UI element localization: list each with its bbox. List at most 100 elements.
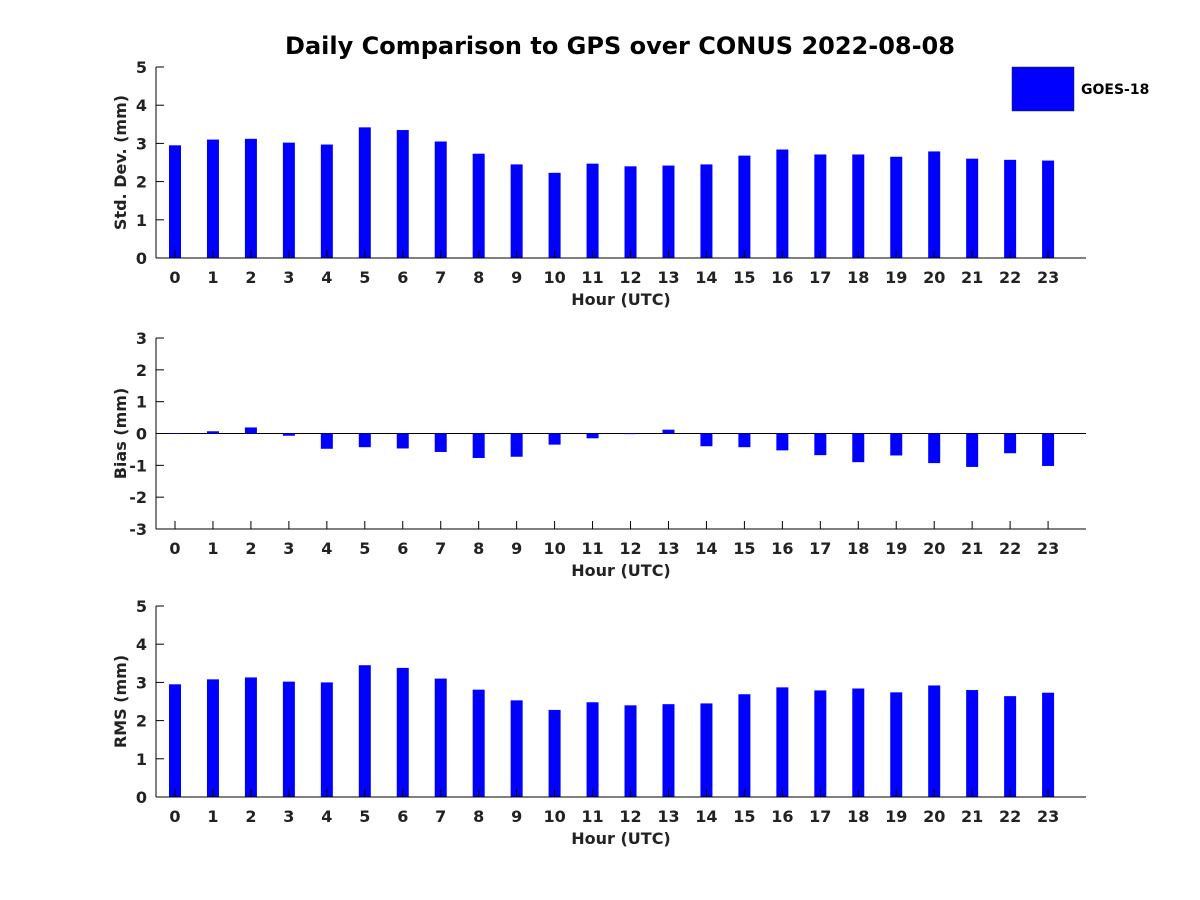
x-tick-label: 23	[1037, 539, 1059, 558]
x-tick-label: 12	[619, 268, 641, 287]
bar-hour-1	[206, 679, 219, 797]
x-tick-label: 21	[961, 807, 983, 826]
x-tick-label: 18	[847, 807, 869, 826]
bar-hour-10	[548, 709, 561, 797]
bar-hour-19	[890, 433, 903, 456]
bar-hour-3	[282, 681, 295, 797]
bar-hour-20	[928, 685, 941, 797]
x-tick-label: 20	[923, 268, 945, 287]
bar-hour-11	[586, 163, 599, 258]
x-tick-label: 17	[809, 268, 831, 287]
x-tick-label: 6	[397, 268, 408, 287]
bar-hour-20	[928, 151, 941, 258]
bar-hour-5	[358, 665, 371, 797]
x-tick-label: 23	[1037, 268, 1059, 287]
x-tick-label: 19	[885, 539, 907, 558]
y-tick-label: 0	[136, 788, 147, 807]
y-tick-label: -2	[129, 488, 147, 507]
y-tick-label: 1	[136, 211, 147, 230]
bar-hour-4	[320, 682, 333, 797]
y-tick-label: 3	[136, 673, 147, 692]
bar-hour-1	[206, 431, 219, 434]
bar-hour-11	[586, 702, 599, 797]
y-tick-label: -3	[129, 520, 147, 539]
bar-hour-7	[434, 433, 447, 452]
bar-hour-13	[662, 429, 675, 434]
x-tick-label: 10	[543, 268, 565, 287]
x-tick-label: 16	[771, 539, 793, 558]
bar-hour-2	[244, 138, 257, 258]
x-tick-label: 14	[695, 807, 717, 826]
x-tick-label: 19	[885, 268, 907, 287]
bar-hour-8	[472, 153, 485, 258]
x-tick-label: 14	[695, 539, 717, 558]
bar-hour-0	[169, 684, 181, 797]
bar-hour-15	[738, 694, 751, 797]
x-axis-label: Hour (UTC)	[571, 561, 671, 580]
x-tick-label: 8	[473, 268, 484, 287]
bar-hour-7	[434, 678, 447, 797]
bar-hour-2	[244, 427, 257, 434]
x-tick-label: 1	[207, 539, 218, 558]
bar-hour-15	[738, 433, 751, 448]
y-tick-label: 3	[136, 134, 147, 153]
bar-hour-17	[814, 154, 827, 258]
chart-title: Daily Comparison to GPS over CONUS 2022-…	[285, 32, 955, 60]
bar-hour-10	[548, 433, 561, 445]
bar-hour-14	[700, 164, 713, 258]
x-tick-label: 4	[321, 539, 332, 558]
bar-hour-12	[624, 433, 637, 435]
bar-hour-6	[396, 667, 409, 797]
x-tick-label: 11	[581, 268, 603, 287]
y-axis-label: RMS (mm)	[111, 655, 130, 748]
bar-hour-22	[1004, 433, 1017, 454]
x-tick-label: 12	[619, 807, 641, 826]
y-tick-label: 2	[136, 361, 147, 380]
y-tick-label: 4	[136, 96, 147, 115]
y-tick-label: 2	[136, 712, 147, 731]
x-tick-label: 0	[169, 539, 180, 558]
x-tick-label: 15	[733, 807, 755, 826]
bar-hour-0	[169, 433, 181, 434]
x-tick-label: 21	[961, 268, 983, 287]
x-tick-label: 2	[245, 268, 256, 287]
bar-hour-12	[624, 166, 637, 258]
y-tick-label: 1	[136, 750, 147, 769]
bar-hour-4	[320, 433, 333, 449]
y-axis-label: Bias (mm)	[111, 388, 130, 480]
x-tick-label: 16	[771, 268, 793, 287]
x-tick-label: 0	[169, 268, 180, 287]
x-tick-label: 21	[961, 539, 983, 558]
x-tick-label: 1	[207, 807, 218, 826]
bar-hour-13	[662, 704, 675, 797]
y-tick-label: 2	[136, 173, 147, 192]
x-tick-label: 1	[207, 268, 218, 287]
bar-hour-16	[776, 149, 789, 258]
bar-hour-19	[890, 156, 903, 258]
x-axis-label: Hour (UTC)	[571, 829, 671, 848]
bar-hour-8	[472, 433, 485, 459]
bar-hour-23	[1042, 433, 1055, 466]
y-tick-label: 5	[136, 58, 147, 77]
x-tick-label: 9	[511, 539, 522, 558]
bar-hour-14	[700, 433, 713, 447]
bar-hour-16	[776, 433, 789, 451]
legend-swatch	[1011, 66, 1075, 112]
x-tick-label: 22	[999, 539, 1021, 558]
bar-hour-18	[852, 154, 865, 258]
x-tick-label: 13	[657, 807, 679, 826]
x-tick-label: 11	[581, 807, 603, 826]
x-tick-label: 10	[543, 807, 565, 826]
x-tick-label: 13	[657, 539, 679, 558]
bar-hour-5	[358, 433, 371, 448]
bar-hour-6	[396, 130, 409, 258]
x-tick-label: 23	[1037, 807, 1059, 826]
x-tick-label: 4	[321, 268, 332, 287]
x-tick-label: 19	[885, 807, 907, 826]
x-tick-label: 12	[619, 539, 641, 558]
bar-hour-8	[472, 689, 485, 797]
x-tick-label: 18	[847, 539, 869, 558]
bar-hour-18	[852, 688, 865, 797]
